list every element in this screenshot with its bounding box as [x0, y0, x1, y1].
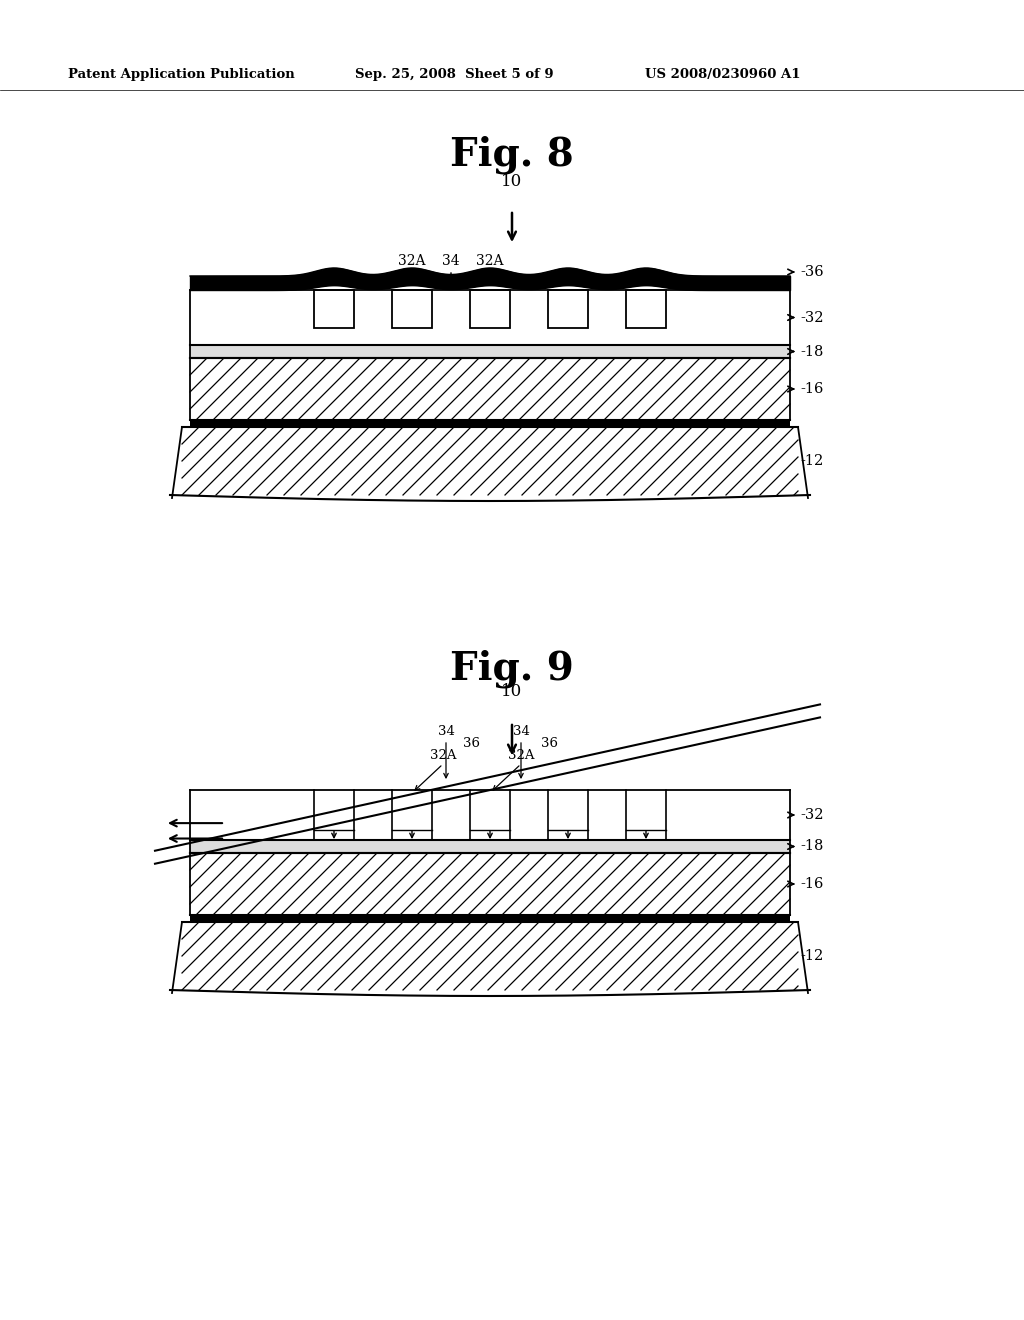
Text: 34: 34 — [442, 253, 460, 268]
Text: 36: 36 — [463, 737, 479, 750]
Bar — [190, 853, 790, 915]
Bar — [190, 290, 790, 345]
Text: -16: -16 — [800, 381, 823, 396]
Text: Fig. 8: Fig. 8 — [451, 135, 573, 173]
Text: -32: -32 — [800, 310, 823, 325]
Text: Fig. 9: Fig. 9 — [451, 649, 573, 689]
Text: 32A: 32A — [508, 748, 535, 762]
Text: Sep. 25, 2008  Sheet 5 of 9: Sep. 25, 2008 Sheet 5 of 9 — [355, 69, 554, 81]
Text: 10: 10 — [502, 682, 522, 700]
Text: 36: 36 — [541, 737, 557, 750]
Bar — [548, 290, 588, 327]
Text: 32A: 32A — [476, 253, 504, 268]
Text: -16: -16 — [800, 876, 823, 891]
Bar — [190, 358, 790, 420]
Bar — [190, 915, 790, 921]
Bar — [190, 789, 790, 840]
Text: -36: -36 — [800, 265, 823, 279]
Text: -32: -32 — [800, 808, 823, 822]
Text: 34: 34 — [513, 725, 529, 738]
Text: 32A: 32A — [398, 253, 426, 268]
Bar — [392, 290, 432, 327]
Text: -18: -18 — [800, 840, 823, 854]
Text: 32A: 32A — [430, 748, 457, 762]
Text: Patent Application Publication: Patent Application Publication — [68, 69, 295, 81]
Bar — [470, 290, 510, 327]
Bar — [190, 345, 790, 358]
Text: 34: 34 — [437, 725, 455, 738]
Bar — [190, 420, 790, 426]
Text: -12: -12 — [800, 949, 823, 964]
Bar — [182, 921, 798, 990]
Bar — [314, 290, 354, 327]
Bar — [190, 840, 790, 853]
Text: 10: 10 — [502, 173, 522, 190]
Text: -18: -18 — [800, 345, 823, 359]
Bar — [182, 426, 798, 495]
Text: -12: -12 — [800, 454, 823, 469]
Bar — [626, 290, 666, 327]
Text: US 2008/0230960 A1: US 2008/0230960 A1 — [645, 69, 801, 81]
